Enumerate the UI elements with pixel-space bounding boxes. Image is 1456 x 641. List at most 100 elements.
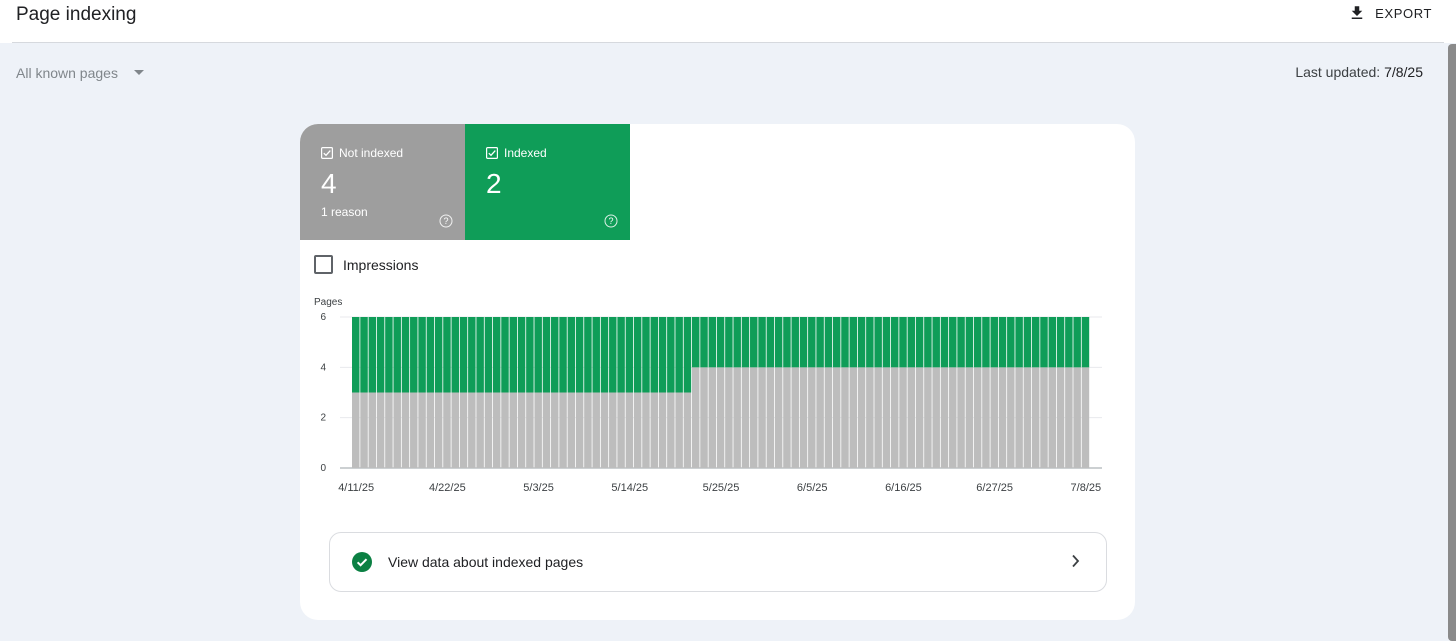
x-tick-label: 4/11/25 — [338, 482, 374, 494]
bar-segment-indexed — [1056, 317, 1065, 368]
indexing-chart: Pages 0 2 4 6 4/11/25 4/22/25 5/3/25 5/14/25 5/25… — [314, 297, 1102, 494]
bar-segment-indexed — [1048, 317, 1057, 368]
bar-segment-not-indexed — [932, 367, 940, 468]
bar-segment-indexed — [476, 317, 484, 393]
download-icon — [1351, 6, 1363, 19]
bar-segment-indexed — [468, 317, 476, 393]
bar-segment-not-indexed — [667, 392, 675, 468]
bar-segment-not-indexed — [824, 367, 833, 468]
bar-segment-not-indexed — [492, 392, 501, 468]
y-tick-label: 0 — [320, 463, 326, 474]
bar-segment-not-indexed — [1081, 367, 1090, 468]
indexing-card: Not indexed 4 1 reason ? Indexed 2 ? Imp… — [300, 124, 1135, 620]
impressions-checkbox[interactable] — [314, 255, 333, 274]
view-indexed-pages-link[interactable]: View data about indexed pages — [329, 532, 1107, 592]
bar-segment-not-indexed — [866, 367, 874, 468]
top-bar: Page indexing EXPORT — [0, 0, 1456, 43]
last-updated-label: Last updated: — [1295, 64, 1381, 80]
bar-segment-not-indexed — [890, 367, 899, 468]
bar-segment-indexed — [725, 317, 733, 368]
bar-segment-indexed — [899, 317, 907, 368]
bar-segment-indexed — [675, 317, 683, 393]
checkbox-checked-icon[interactable] — [321, 147, 333, 159]
impressions-toggle[interactable]: Impressions — [314, 255, 418, 274]
bar-segment-indexed — [393, 317, 401, 393]
bar-segment-not-indexed — [542, 392, 551, 468]
bar-segment-indexed — [492, 317, 501, 393]
y-tick-label: 6 — [320, 312, 326, 323]
bar-segment-indexed — [534, 317, 542, 393]
tile-not-indexed[interactable]: Not indexed 4 1 reason ? — [300, 124, 465, 240]
bar-segment-indexed — [509, 317, 518, 393]
bar-segment-not-indexed — [517, 392, 526, 468]
bar-segment-not-indexed — [915, 367, 924, 468]
bar-segment-indexed — [932, 317, 940, 368]
bar-segment-not-indexed — [468, 392, 476, 468]
bar-segment-not-indexed — [774, 367, 783, 468]
bar-segment-not-indexed — [650, 392, 659, 468]
bar-segment-indexed — [700, 317, 708, 368]
bar-segment-indexed — [368, 317, 377, 393]
scrollbar[interactable] — [1448, 44, 1456, 641]
x-tick-label: 4/22/25 — [429, 482, 466, 494]
bar-segment-indexed — [683, 317, 692, 393]
bar-segment-not-indexed — [750, 367, 758, 468]
bar-segment-not-indexed — [957, 367, 965, 468]
bar-segment-not-indexed — [791, 367, 799, 468]
chevron-right-icon — [1072, 554, 1080, 568]
export-label: EXPORT — [1375, 5, 1432, 21]
help-icon[interactable]: ? — [604, 214, 618, 228]
tile-header: Not indexed — [321, 146, 403, 160]
tile-label: Indexed — [504, 146, 547, 160]
bar-segment-not-indexed — [625, 392, 634, 468]
bar-segment-not-indexed — [385, 392, 393, 468]
bar-segment-not-indexed — [733, 367, 741, 468]
bar-segment-indexed — [600, 317, 609, 393]
bar-segment-not-indexed — [965, 367, 974, 468]
bar-segment-not-indexed — [716, 367, 725, 468]
x-tick-label: 6/16/25 — [885, 482, 922, 494]
export-button[interactable]: EXPORT — [1348, 4, 1432, 22]
bar-segment-indexed — [376, 317, 385, 393]
bar-segment-not-indexed — [401, 392, 410, 468]
bar-segment-indexed — [642, 317, 650, 393]
bar-segment-not-indexed — [766, 367, 775, 468]
bar-segment-indexed — [1065, 317, 1073, 368]
bar-segment-indexed — [1081, 317, 1090, 368]
tile-indexed[interactable]: Indexed 2 ? — [465, 124, 630, 240]
bar-segment-indexed — [443, 317, 451, 393]
bar-segment-indexed — [750, 317, 758, 368]
bar-segment-not-indexed — [418, 392, 426, 468]
bar-segment-not-indexed — [352, 392, 360, 468]
bar-segment-not-indexed — [1015, 367, 1023, 468]
bar-segment-indexed — [832, 317, 841, 368]
bar-segment-not-indexed — [501, 392, 509, 468]
help-icon[interactable]: ? — [439, 214, 453, 228]
bar-segment-indexed — [766, 317, 775, 368]
bar-segment-indexed — [650, 317, 659, 393]
bar-segment-indexed — [824, 317, 833, 368]
checkbox-checked-icon[interactable] — [486, 147, 498, 159]
bar-segment-indexed — [542, 317, 551, 393]
bar-segment-indexed — [940, 317, 949, 368]
bar-segment-indexed — [882, 317, 891, 368]
bar-segment-indexed — [857, 317, 866, 368]
bar-segment-not-indexed — [476, 392, 484, 468]
pages-filter-dropdown[interactable]: All known pages — [16, 65, 144, 81]
bar-segment-indexed — [733, 317, 741, 368]
bar-segment-indexed — [998, 317, 1007, 368]
bar-segment-indexed — [907, 317, 916, 368]
bar-segment-indexed — [426, 317, 435, 393]
bar-segment-not-indexed — [899, 367, 907, 468]
filter-selected-value: All known pages — [16, 65, 118, 81]
bar-segment-not-indexed — [1007, 367, 1015, 468]
bar-segment-indexed — [451, 317, 459, 393]
bar-segment-not-indexed — [658, 392, 667, 468]
bar-segment-indexed — [1015, 317, 1023, 368]
bar-segment-not-indexed — [1040, 367, 1048, 468]
bar-segment-not-indexed — [832, 367, 841, 468]
bar-segment-indexed — [949, 317, 957, 368]
bar-segment-not-indexed — [584, 392, 592, 468]
bar-segment-not-indexed — [849, 367, 858, 468]
bar-segment-not-indexed — [882, 367, 891, 468]
